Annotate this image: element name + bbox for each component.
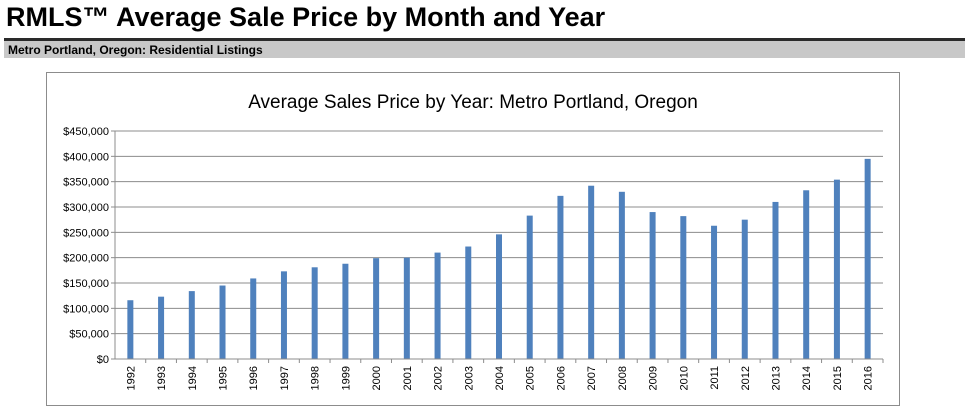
bars xyxy=(127,158,871,359)
x-tick-label-2014: 2014 xyxy=(801,366,813,390)
y-tick-label: $450,000 xyxy=(63,126,109,138)
bar-2001 xyxy=(403,257,410,359)
y-tick-label: $200,000 xyxy=(63,253,109,265)
x-axis-labels: 1992 1993 1994 1995 1996 1997 1998 1999 2000 2001… xyxy=(125,359,884,390)
x-tick-label-2005: 2005 xyxy=(525,366,537,390)
page-title: RMLS™ Average Sale Price by Month and Ye… xyxy=(6,2,606,32)
x-tick-label-1995: 1995 xyxy=(218,366,230,390)
x-tick-label-2015: 2015 xyxy=(832,366,844,390)
bar-1992 xyxy=(127,300,134,359)
x-tick-label-2010: 2010 xyxy=(678,366,690,390)
x-tick-label-2003: 2003 xyxy=(463,366,475,390)
x-tick-label-2002: 2002 xyxy=(433,366,445,390)
bar-2005 xyxy=(526,215,533,359)
x-tick-label-2004: 2004 xyxy=(494,366,506,390)
bar-2015 xyxy=(833,179,840,359)
y-tick-label: $250,000 xyxy=(63,227,109,239)
x-tick-label-1993: 1993 xyxy=(156,366,168,390)
x-tick-label-2016: 2016 xyxy=(863,366,875,390)
bar-1996 xyxy=(250,278,257,359)
x-tick-label-2012: 2012 xyxy=(740,366,752,390)
x-tick-label-1996: 1996 xyxy=(248,366,260,390)
subtitle-bar: Metro Portland, Oregon: Residential List… xyxy=(4,38,965,58)
x-tick-label-1999: 1999 xyxy=(340,366,352,390)
bar-1997 xyxy=(280,271,287,359)
y-tick-label: $150,000 xyxy=(63,278,109,290)
x-tick-label-1997: 1997 xyxy=(279,366,291,390)
bar-chart: Average Sales Price by Year: Metro Portl… xyxy=(63,92,884,390)
x-tick-label-2011: 2011 xyxy=(709,366,721,390)
x-tick-label-2008: 2008 xyxy=(617,366,629,390)
bar-2007 xyxy=(588,185,595,359)
bar-1999 xyxy=(342,263,349,359)
chart-frame: Average Sales Price by Year: Metro Portl… xyxy=(46,72,900,406)
bar-2010 xyxy=(680,216,687,359)
x-tick-label-2013: 2013 xyxy=(770,366,782,390)
bar-2009 xyxy=(649,212,656,359)
bar-2012 xyxy=(741,219,748,359)
bar-2004 xyxy=(496,234,502,359)
bar-2011 xyxy=(711,225,718,359)
bar-2000 xyxy=(373,258,380,359)
x-tick-label-2001: 2001 xyxy=(402,366,414,390)
bar-1993 xyxy=(158,296,165,359)
bar-2006 xyxy=(557,195,564,359)
y-tick-label: $100,000 xyxy=(63,303,109,315)
subtitle-text: Metro Portland, Oregon: Residential List… xyxy=(8,43,263,57)
bar-2013 xyxy=(772,201,779,359)
y-tick-label: $400,000 xyxy=(63,151,109,163)
bar-1994 xyxy=(188,291,195,359)
x-tick-label-2009: 2009 xyxy=(648,366,660,390)
x-tick-label-1994: 1994 xyxy=(187,366,199,390)
y-axis-labels: $0 $50,000 $100,000 $150,000 $200,000 $250,00… xyxy=(63,126,109,366)
x-tick-label-2007: 2007 xyxy=(586,366,598,390)
bar-2016 xyxy=(864,158,871,359)
y-tick-label: $50,000 xyxy=(69,329,109,341)
bar-1998 xyxy=(311,267,318,359)
y-tick-label: $0 xyxy=(97,354,109,366)
bar-2002 xyxy=(434,252,441,359)
bar-1995 xyxy=(219,285,226,359)
x-tick-label-1998: 1998 xyxy=(310,366,322,390)
chart-title: Average Sales Price by Year: Metro Portl… xyxy=(248,92,698,113)
y-tick-label: $300,000 xyxy=(63,202,109,214)
bar-2008 xyxy=(618,191,625,359)
x-tick-label-2006: 2006 xyxy=(555,366,567,390)
x-tick-label-1992: 1992 xyxy=(125,366,137,390)
x-tick-label-2000: 2000 xyxy=(371,366,383,390)
bar-2014 xyxy=(803,190,810,359)
y-tick-label: $350,000 xyxy=(63,177,109,189)
bar-2003 xyxy=(465,246,472,359)
